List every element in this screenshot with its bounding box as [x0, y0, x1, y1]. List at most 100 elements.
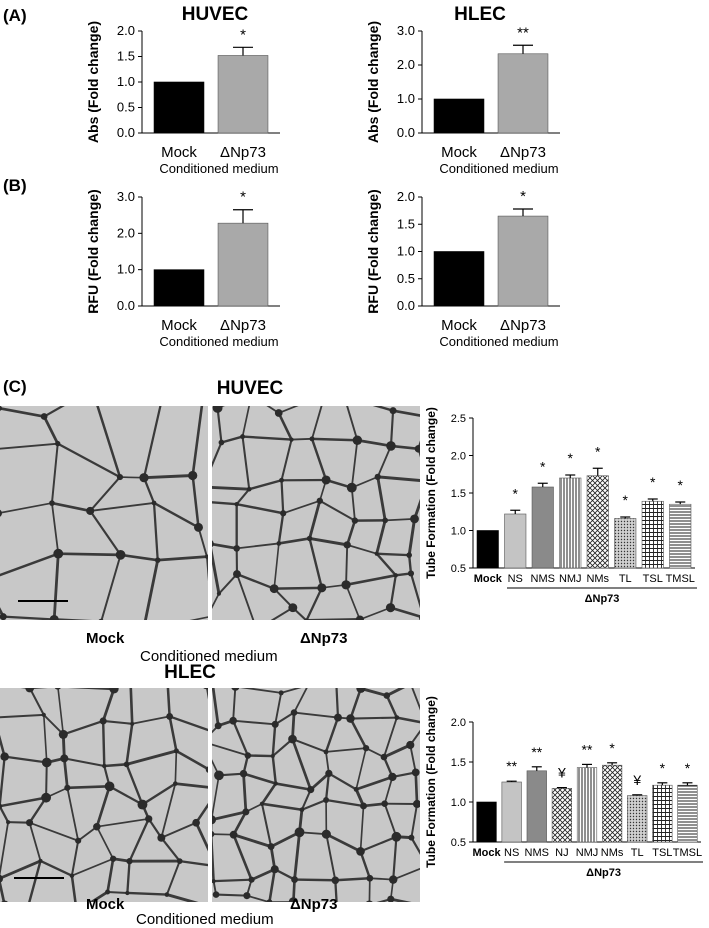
tube-segment [77, 825, 98, 842]
cell-cluster [346, 482, 357, 493]
chart-hlec-abs: HLEC Abs (Fold change) 0.0 1.0 2.0 3.0 Mock ** Δ… [365, 4, 560, 176]
bar [501, 781, 522, 843]
chart-title: HLEC [454, 4, 506, 25]
cell-cluster [0, 613, 7, 620]
tube-segment [334, 877, 372, 882]
cell-cluster [240, 434, 246, 440]
significance-mark: * [240, 26, 246, 43]
tube-segment [125, 722, 134, 766]
x-tick-label: NS [508, 573, 523, 585]
significance-mark: ** [506, 758, 517, 774]
tube-segment [212, 724, 220, 734]
tube-segment [409, 744, 417, 774]
tube-segment [126, 891, 169, 896]
huvec-dnp73-micrograph [212, 406, 420, 620]
tube-segment [291, 711, 296, 741]
tube-segment [359, 835, 398, 853]
tube-segment [236, 573, 255, 620]
bar [559, 477, 582, 569]
cell-cluster [365, 900, 373, 902]
tube-segment [0, 796, 48, 808]
chart-huvec-tube-formation: Tube Formation (Fold change) 0.5 1.0 1.5 2.0… [424, 407, 697, 605]
cell-cluster [233, 545, 241, 552]
tube-segment [215, 893, 248, 897]
x-tick-label: TL [631, 847, 644, 859]
y-tick-label: 1.0 [117, 74, 135, 89]
cell-cluster [6, 820, 11, 825]
tube-segment [106, 857, 115, 894]
tube-segment [212, 833, 215, 883]
tube-segment [212, 774, 220, 821]
tube-segment [152, 501, 159, 562]
y-tick-label: 2.0 [397, 57, 415, 72]
bar [531, 486, 554, 569]
x-tick-label: Mock [441, 317, 477, 334]
tube-segment [274, 691, 283, 726]
cell-cluster [0, 874, 4, 883]
cell-cluster [269, 584, 279, 594]
tube-segment [160, 821, 198, 839]
tube-segment [271, 738, 294, 758]
cell-cluster [299, 807, 305, 813]
tube-segment [372, 406, 395, 412]
y-tick-label: 1.5 [117, 49, 135, 64]
cell-cluster [386, 441, 396, 451]
x-tick-label: ΔNp73 [500, 144, 546, 161]
tube-segment [194, 802, 208, 824]
cell-cluster [276, 541, 282, 546]
tube-segment [52, 552, 60, 620]
tube-segment [63, 757, 106, 768]
cell-cluster [353, 786, 359, 792]
tube-segment [241, 406, 250, 438]
x-tick-label: TL [619, 573, 632, 585]
cell-cluster [288, 734, 297, 744]
cell-cluster [316, 497, 323, 504]
tube-segment [280, 688, 302, 694]
tube-segment [350, 486, 356, 522]
tube-segment [290, 437, 313, 441]
tube-segment [42, 415, 60, 446]
y-tick-label: 3.0 [117, 189, 135, 204]
tube-segment [277, 406, 299, 414]
cell-cluster [58, 729, 68, 739]
tube-segment [235, 572, 276, 590]
tube-segment [389, 606, 420, 618]
tube-segment [391, 409, 420, 417]
x-tick-label: Mock [161, 144, 197, 161]
cell-cluster [1, 900, 8, 902]
significance-mark: ** [531, 744, 542, 760]
significance-mark: * [513, 485, 519, 501]
cell-cluster [239, 769, 248, 778]
cell-cluster [214, 770, 224, 781]
cell-cluster [321, 475, 331, 485]
tube-segment [0, 821, 10, 878]
tube-segment [383, 716, 398, 759]
cell-cluster [356, 688, 366, 693]
hlec-conditioned-medium: Conditioned medium [136, 911, 274, 928]
cell-cluster [99, 717, 107, 725]
cell-cluster [102, 763, 107, 769]
tube-segment [42, 713, 65, 736]
tube-segment [293, 711, 339, 719]
y-tick-label: 2.0 [117, 23, 135, 38]
tube-segment [311, 406, 323, 440]
tube-segment [191, 406, 204, 477]
tube-segment [308, 537, 324, 590]
tube-segment [349, 717, 368, 750]
tube-segment [308, 536, 349, 547]
cell-cluster [270, 754, 275, 759]
cell-cluster [382, 517, 389, 524]
tube-segment [0, 607, 5, 619]
tube-segment [102, 719, 134, 725]
tube-segment [168, 715, 208, 732]
chart-hlec-rfu: RFU (Fold change) 0.0 0.5 1.0 1.5 2.0 Mock * ΔNp… [365, 188, 560, 349]
cell-cluster [321, 829, 331, 839]
cell-cluster [343, 541, 351, 549]
x-axis-label: Conditioned medium [159, 161, 278, 176]
cell-cluster [234, 501, 239, 507]
tube-segment [365, 747, 385, 758]
cell-cluster [98, 618, 104, 620]
tube-segment [409, 729, 420, 746]
cell-cluster [309, 436, 315, 442]
cell-cluster [130, 721, 135, 726]
